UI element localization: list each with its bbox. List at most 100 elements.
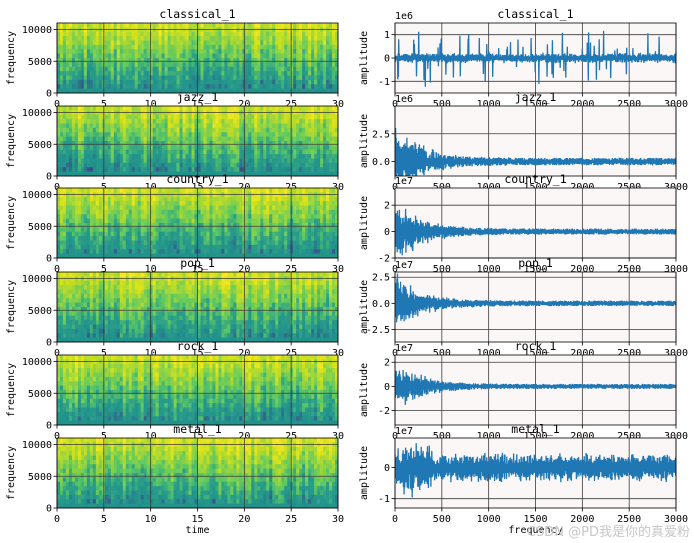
waveform-series (395, 273, 676, 323)
y-tick-label: 2 (384, 201, 390, 212)
y-tick-label: 10000 (22, 25, 52, 36)
x-tick-label: 2000 (570, 264, 594, 275)
y-axis-label: amplitude (359, 196, 370, 250)
y-axis-label: frequency (6, 363, 17, 417)
x-tick-label: 15 (191, 99, 203, 110)
x-tick-label: 5 (101, 99, 107, 110)
x-tick-label: 0 (54, 431, 60, 442)
spectrogram-cells (57, 23, 338, 93)
x-tick-label: 20 (238, 264, 250, 275)
x-tick-label: 0 (54, 264, 60, 275)
x-tick-label: 500 (433, 348, 451, 359)
x-tick-label: 0 (392, 514, 398, 525)
subplot-title: metal_1 (511, 422, 560, 436)
subplot-title: pop_1 (180, 256, 215, 270)
x-tick-label: 0 (392, 182, 398, 193)
y-tick-label: -2 (378, 406, 390, 417)
x-tick-label: 0 (392, 348, 398, 359)
x-tick-label: 20 (238, 514, 250, 525)
x-tick-label: 2000 (570, 348, 594, 359)
x-tick-label: 25 (285, 264, 297, 275)
x-tick-label: 20 (238, 431, 250, 442)
x-tick-label: 2500 (617, 99, 641, 110)
x-tick-label: 0 (392, 431, 398, 442)
y-tick-label: 0 (384, 382, 390, 393)
x-tick-label: 1000 (477, 182, 501, 193)
x-tick-label: 0 (392, 264, 398, 275)
waveform-series (395, 208, 676, 256)
y-axis-label: amplitude (359, 114, 370, 168)
y-tick-label: 5000 (28, 306, 52, 317)
x-tick-label: 500 (433, 99, 451, 110)
x-tick-label: 3000 (664, 264, 688, 275)
y-tick-label: 10000 (22, 190, 52, 201)
x-tick-label: 25 (285, 348, 297, 359)
axis-scale-label: 1e6 (395, 94, 413, 105)
x-tick-label: 3000 (664, 99, 688, 110)
x-tick-label: 0 (392, 99, 398, 110)
x-tick-label: 2500 (617, 182, 641, 193)
x-tick-label: 15 (191, 514, 203, 525)
axis-scale-label: 1e7 (395, 176, 413, 187)
y-tick-label: 0 (46, 421, 52, 432)
subplot-title: classical_1 (497, 7, 573, 21)
waveform-metal-1: 0 500 1000 1500 2000 2500 3000-10metal_1amplit… (359, 422, 688, 536)
x-tick-label: 15 (191, 182, 203, 193)
x-tick-label: 500 (433, 182, 451, 193)
waveform-series (395, 30, 676, 87)
x-tick-label: 2500 (617, 431, 641, 442)
y-tick-label: 2 (384, 358, 390, 369)
y-tick-label: 10000 (22, 108, 52, 119)
y-tick-label: 0 (384, 463, 390, 474)
subplot-title: classical_1 (159, 7, 235, 21)
y-axis-label: amplitude (359, 280, 370, 334)
x-tick-label: 0 (54, 99, 60, 110)
y-axis-label: frequency (6, 31, 17, 85)
x-tick-label: 5 (101, 348, 107, 359)
y-tick-label: 0 (46, 338, 52, 349)
spectrogram-rock-1: 0 5 10 15 20 25 30 0 5000 10000 rock_1 frequency (6, 339, 344, 442)
x-tick-label: 1000 (477, 264, 501, 275)
x-tick-label: 1000 (477, 514, 501, 525)
x-tick-label: 2000 (570, 431, 594, 442)
waveform-series (395, 127, 676, 176)
x-tick-label: 2500 (617, 514, 641, 525)
waveform-jazz-1: 0 500 1000 1500 2000 2500 3000 0.0 2.5 jazz_1ampl… (359, 90, 688, 193)
x-tick-label: 30 (332, 99, 344, 110)
x-tick-label: 1500 (523, 264, 547, 275)
x-tick-label: 25 (285, 99, 297, 110)
x-tick-label: 25 (285, 431, 297, 442)
x-tick-label: 20 (238, 99, 250, 110)
y-axis-label: amplitude (359, 446, 370, 500)
subplot-title: rock_1 (177, 339, 219, 353)
y-tick-label: 0 (384, 227, 390, 238)
x-tick-label: 10 (145, 431, 157, 442)
x-tick-label: 5 (101, 431, 107, 442)
axis-scale-label: 1e7 (395, 260, 413, 271)
x-tick-label: 10 (145, 348, 157, 359)
x-tick-label: 1000 (477, 99, 501, 110)
x-tick-label: 30 (332, 431, 344, 442)
y-tick-label: -1 (378, 494, 390, 505)
x-tick-label: 20 (238, 348, 250, 359)
spectrogram-metal-1: 0 5 10 15 20 25 30 0 5000 10000 metal_1 frequency ti… (6, 422, 344, 536)
waveform-series (395, 369, 676, 405)
spectrogram-cells (57, 438, 338, 508)
waveform-pop-1: 0 500 1000 1500 2000 2500 3000 -2.5 0.0 2.5 pop_1a… (359, 256, 688, 359)
y-tick-label: 0 (46, 504, 52, 515)
x-tick-label: 3000 (664, 348, 688, 359)
y-tick-label: 5000 (28, 472, 52, 483)
y-tick-label: 0 (46, 172, 52, 183)
y-tick-label: 5000 (28, 222, 52, 233)
y-tick-label: 1 (384, 30, 390, 41)
waveform-country-1: 0 500 1000 1500 2000 2500 3000-202country_1amp… (359, 172, 688, 275)
x-tick-label: 30 (332, 514, 344, 525)
y-tick-label: 2.5 (372, 129, 390, 140)
axis-scale-label: 1e6 (395, 11, 413, 22)
watermark: CSDN @PD我是你的真爱粉 (527, 524, 690, 540)
axis-scale-label: 1e7 (395, 426, 413, 437)
y-tick-label: -2.5 (366, 325, 390, 336)
y-tick-label: 0.0 (372, 157, 390, 168)
y-axis-label: amplitude (359, 31, 370, 85)
